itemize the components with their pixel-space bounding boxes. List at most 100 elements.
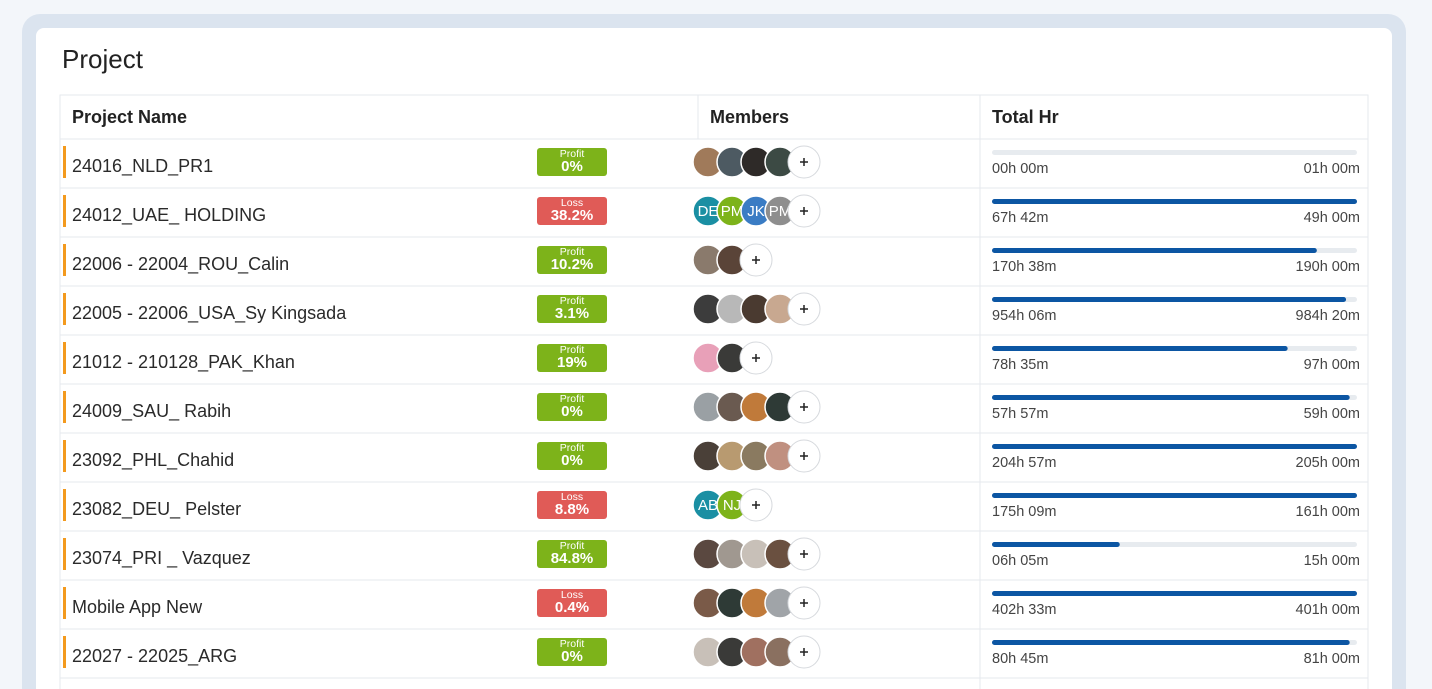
progress-fill bbox=[992, 591, 1357, 596]
status-percent: 0% bbox=[561, 452, 583, 469]
add-icon bbox=[752, 354, 760, 362]
hours-used: 80h 45m bbox=[992, 651, 1048, 667]
row-accent bbox=[63, 244, 66, 276]
status-badge bbox=[537, 540, 607, 568]
column-header: Members bbox=[710, 107, 789, 127]
member-initials: AB bbox=[698, 497, 718, 514]
member-initials: PM bbox=[721, 203, 744, 220]
status-percent: 0% bbox=[561, 648, 583, 665]
status-label: Profit bbox=[560, 148, 585, 160]
add-icon bbox=[752, 501, 760, 509]
hours-used: 67h 42m bbox=[992, 210, 1048, 226]
status-percent: 19% bbox=[557, 354, 587, 371]
progress-fill bbox=[992, 199, 1357, 204]
hours-used: 06h 05m bbox=[992, 553, 1048, 569]
add-icon bbox=[800, 452, 808, 460]
hours-total: 01h 00m bbox=[1304, 161, 1360, 177]
column-header: Total Hr bbox=[992, 107, 1059, 127]
hours-total: 205h 00m bbox=[1296, 455, 1361, 471]
status-badge bbox=[537, 491, 607, 519]
status-badge bbox=[537, 246, 607, 274]
row-accent bbox=[63, 391, 66, 423]
status-percent: 0% bbox=[561, 158, 583, 175]
status-label: Profit bbox=[560, 246, 585, 258]
progress-fill bbox=[992, 346, 1288, 351]
project-name[interactable]: 23092_PHL_Chahid bbox=[72, 450, 234, 471]
project-name[interactable]: 24009_SAU_ Rabih bbox=[72, 401, 231, 422]
page-title: Project bbox=[62, 44, 144, 74]
status-label: Profit bbox=[560, 442, 585, 454]
status-label: Loss bbox=[561, 197, 583, 209]
table-border bbox=[59, 94, 1369, 689]
row-accent bbox=[63, 538, 66, 570]
project-name[interactable]: Mobile App New bbox=[72, 597, 203, 617]
progress-fill bbox=[992, 542, 1120, 547]
hours-used: 78h 35m bbox=[992, 357, 1048, 373]
project-name[interactable]: 23074_PRI _ Vazquez bbox=[72, 548, 251, 569]
status-badge bbox=[537, 295, 607, 323]
status-badge bbox=[537, 197, 607, 225]
hours-total: 401h 00m bbox=[1296, 602, 1361, 618]
project-name[interactable]: 24016_NLD_PR1 bbox=[72, 156, 213, 177]
row-accent bbox=[63, 195, 66, 227]
add-icon bbox=[800, 550, 808, 558]
project-name[interactable]: 22006 - 22004_ROU_Calin bbox=[72, 254, 289, 275]
project-name[interactable]: 21012 - 210128_PAK_Khan bbox=[72, 352, 295, 373]
row-accent bbox=[63, 440, 66, 472]
project-name[interactable]: 22005 - 22006_USA_Sy Kingsada bbox=[72, 303, 347, 324]
progress-fill bbox=[992, 493, 1357, 498]
project-name[interactable]: 24012_UAE_ HOLDING bbox=[72, 205, 266, 226]
progress-track bbox=[992, 150, 1357, 155]
column-header: Project Name bbox=[72, 107, 187, 127]
status-badge bbox=[537, 589, 607, 617]
project-name[interactable]: 23082_DEU_ Pelster bbox=[72, 499, 241, 520]
status-label: Profit bbox=[560, 295, 585, 307]
status-percent: 84.8% bbox=[551, 550, 594, 567]
row-accent bbox=[63, 293, 66, 325]
hours-used: 175h 09m bbox=[992, 504, 1057, 520]
project-name[interactable]: 22027 - 22025_ARG bbox=[72, 646, 237, 667]
status-label: Profit bbox=[560, 638, 585, 650]
status-badge bbox=[537, 442, 607, 470]
row-accent bbox=[63, 587, 66, 619]
row-accent bbox=[63, 342, 66, 374]
status-label: Profit bbox=[560, 393, 585, 405]
add-icon bbox=[752, 256, 760, 264]
status-label: Loss bbox=[561, 589, 583, 601]
status-percent: 0% bbox=[561, 403, 583, 420]
status-percent: 10.2% bbox=[551, 256, 594, 273]
hours-used: 954h 06m bbox=[992, 308, 1057, 324]
row-accent bbox=[63, 146, 66, 178]
hours-total: 49h 00m bbox=[1304, 210, 1360, 226]
add-icon bbox=[800, 599, 808, 607]
add-icon bbox=[800, 305, 808, 313]
status-percent: 0.4% bbox=[555, 599, 589, 616]
hours-total: 15h 00m bbox=[1304, 553, 1360, 569]
status-percent: 38.2% bbox=[551, 207, 594, 224]
add-icon bbox=[800, 648, 808, 656]
hours-total: 81h 00m bbox=[1304, 651, 1360, 667]
hours-total: 59h 00m bbox=[1304, 406, 1360, 422]
status-badge bbox=[537, 344, 607, 372]
hours-total: 190h 00m bbox=[1296, 259, 1361, 275]
hours-used: 00h 00m bbox=[992, 161, 1048, 177]
hours-used: 57h 57m bbox=[992, 406, 1048, 422]
add-icon bbox=[800, 158, 808, 166]
progress-fill bbox=[992, 395, 1350, 400]
row-accent bbox=[63, 489, 66, 521]
member-initials: DE bbox=[698, 203, 719, 220]
add-icon bbox=[800, 403, 808, 411]
status-label: Loss bbox=[561, 491, 583, 503]
hours-used: 204h 57m bbox=[992, 455, 1057, 471]
progress-fill bbox=[992, 248, 1317, 253]
member-initials: NJ bbox=[723, 497, 741, 514]
hours-used: 402h 33m bbox=[992, 602, 1057, 618]
hours-total: 984h 20m bbox=[1296, 308, 1361, 324]
progress-fill bbox=[992, 444, 1357, 449]
status-percent: 3.1% bbox=[555, 305, 589, 322]
member-initials: PM bbox=[769, 203, 792, 220]
hours-total: 161h 00m bbox=[1296, 504, 1361, 520]
status-badge bbox=[537, 638, 607, 666]
progress-fill bbox=[992, 640, 1350, 645]
